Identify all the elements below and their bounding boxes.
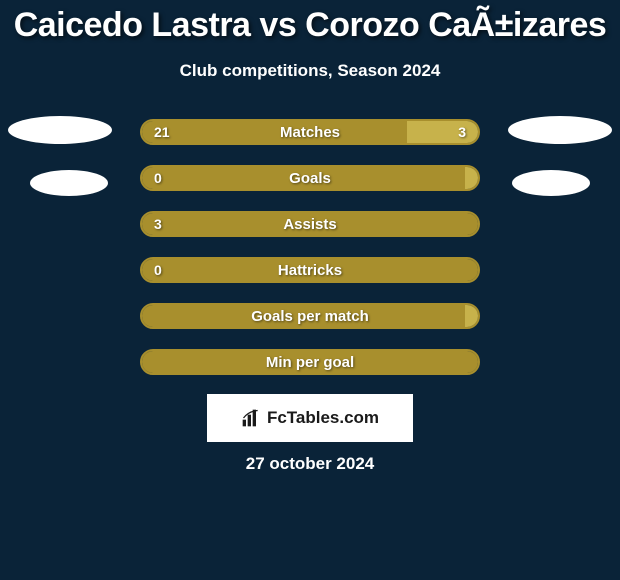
site-logo-chip: FcTables.com — [207, 394, 413, 442]
decor-ellipse — [508, 116, 612, 144]
bar-value-right: 3 — [458, 124, 466, 140]
page-title: Caicedo Lastra vs Corozo CaÃ±izares — [0, 0, 620, 45]
bars-container: Matches213Goals0Assists3Hattricks0Goals … — [140, 119, 480, 395]
decor-ellipse — [30, 170, 108, 196]
logo-text: FcTables.com — [267, 408, 379, 428]
stat-bar: Assists3 — [140, 211, 480, 237]
bar-value-left: 0 — [154, 170, 162, 186]
bar-label: Assists — [142, 216, 478, 233]
bar-label: Hattricks — [142, 262, 478, 279]
page-subtitle: Club competitions, Season 2024 — [0, 61, 620, 81]
stat-bar: Hattricks0 — [140, 257, 480, 283]
stat-bar: Min per goal — [140, 349, 480, 375]
bar-value-left: 0 — [154, 262, 162, 278]
decor-ellipse — [8, 116, 112, 144]
bar-value-left: 21 — [154, 124, 170, 140]
bar-label: Goals per match — [142, 308, 478, 325]
decor-ellipse — [512, 170, 590, 196]
stat-bar: Goals per match — [140, 303, 480, 329]
stat-bar: Goals0 — [140, 165, 480, 191]
bar-label: Matches — [142, 124, 478, 141]
bar-value-left: 3 — [154, 216, 162, 232]
date-text: 27 october 2024 — [0, 454, 620, 474]
stat-bar: Matches21 3 — [140, 119, 480, 145]
bar-label: Min per goal — [142, 354, 478, 371]
bars-icon — [241, 408, 261, 428]
comparison-chart: Matches213Goals0Assists3Hattricks0Goals … — [0, 119, 620, 385]
bar-label: Goals — [142, 170, 478, 187]
